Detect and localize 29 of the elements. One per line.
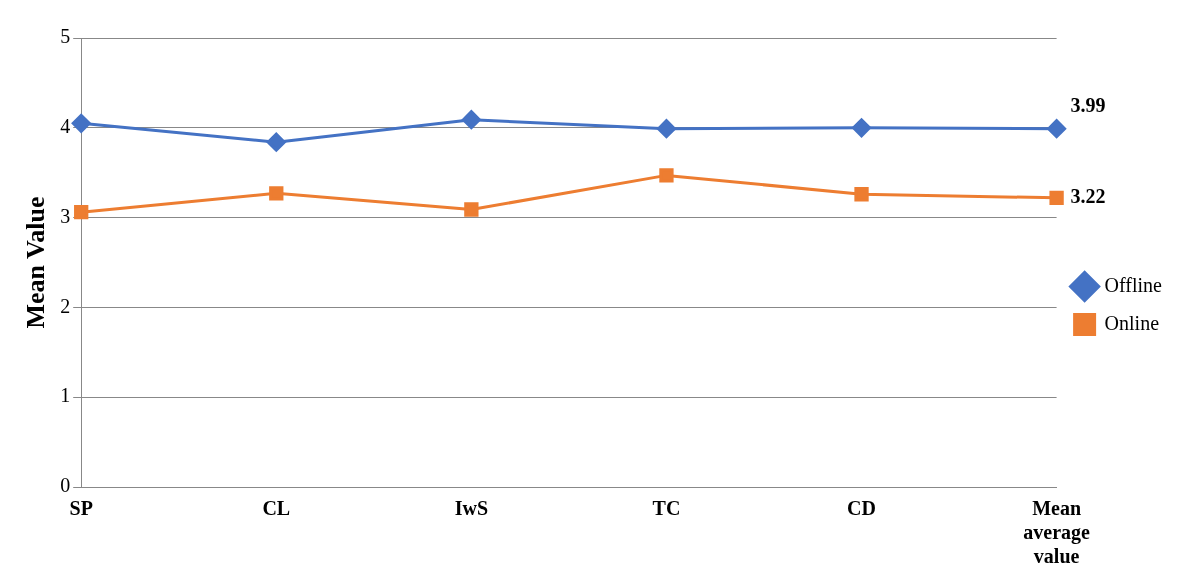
point (71, 113, 91, 133)
x-tick-label: TC (652, 497, 681, 520)
y-axis-title: Mean Value (21, 196, 51, 329)
legend-label: Offline (1104, 273, 1163, 296)
legend-label: Online (1104, 311, 1160, 334)
data-label: 3.22 (1070, 185, 1106, 208)
point (1047, 119, 1067, 139)
y-tick-label: 3 (60, 204, 71, 227)
point (656, 119, 676, 139)
y-tick-label: 5 (60, 25, 71, 48)
point (854, 187, 869, 202)
x-tick-label: SP (69, 497, 93, 520)
point (269, 186, 284, 201)
point (461, 110, 481, 130)
point (464, 202, 479, 217)
point (266, 132, 286, 152)
x-tick-label: Mean average value (1023, 497, 1091, 568)
data-label: 3.99 (1070, 93, 1106, 116)
y-tick-label: 0 (60, 474, 71, 497)
x-tick-label: CL (262, 497, 291, 520)
point (1049, 190, 1064, 205)
x-tick-label: CD (847, 497, 876, 520)
x-tick-label: IwS (454, 497, 489, 520)
point (852, 118, 872, 138)
y-tick-label: 4 (60, 115, 71, 138)
y-tick-label: 1 (60, 384, 71, 407)
y-tick-label: 2 (60, 294, 71, 317)
point (74, 205, 89, 220)
point (659, 168, 674, 183)
